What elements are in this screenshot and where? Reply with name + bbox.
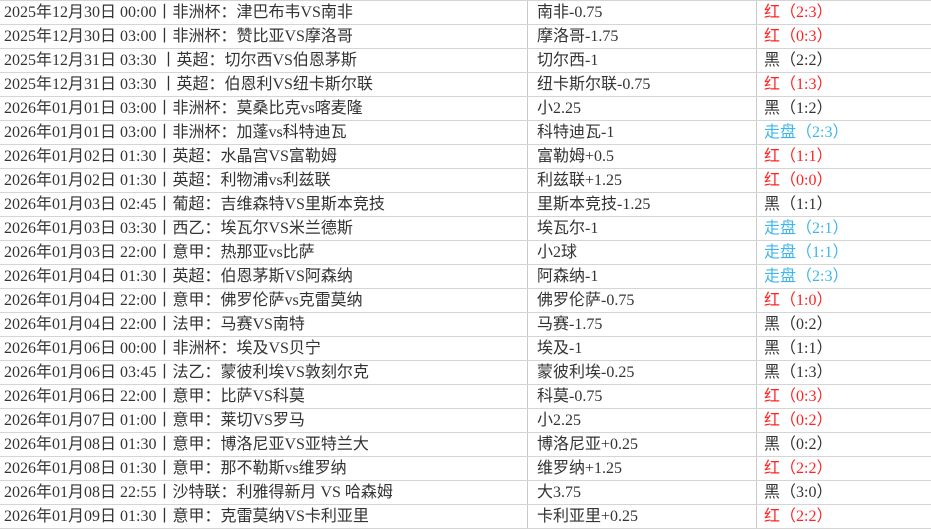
match-info-cell: 2026年01月01日 03:00丨非洲杯：莫桑比克vs喀麦隆 [0, 97, 528, 120]
result-cell: 黑（0:2） [764, 316, 833, 333]
match-info-cell: 2026年01月04日 01:30丨英超：伯恩茅斯VS阿森纳 [0, 265, 528, 288]
match-info-cell: 2026年01月09日 01:30丨意甲：克雷莫纳VS卡利亚里 [0, 505, 528, 528]
result-cell: 黑（1:1） [764, 196, 833, 213]
result-cell: 走盘（2:3） [764, 124, 849, 141]
table-row: 2026年01月06日 03:45丨法乙：蒙彼利埃VS敦刻尔克 蒙彼利埃-0.2… [0, 361, 931, 385]
handicap-cell: 小2.25 [528, 409, 757, 432]
match-info-cell: 2026年01月02日 01:30丨英超：利物浦vs利兹联 [0, 169, 528, 192]
table-row: 2026年01月06日 22:00丨意甲：比萨VS科莫 科莫-0.75 红（0:… [0, 385, 931, 409]
match-info-cell: 2026年01月08日 01:30丨意甲：那不勒斯vs维罗纳 [0, 457, 528, 480]
handicap-cell: 卡利亚里+0.25 [528, 505, 757, 528]
table-row: 2026年01月04日 22:00丨法甲：马赛VS南特 马赛-1.75 黑（0:… [0, 313, 931, 337]
match-info-cell: 2025年12月30日 03:00丨非洲杯：赞比亚VS摩洛哥 [0, 25, 528, 48]
handicap-cell: 利兹联+1.25 [528, 169, 757, 192]
handicap-cell: 科莫-0.75 [528, 385, 757, 408]
table-row: 2026年01月03日 03:30丨西乙：埃瓦尔VS米兰德斯 埃瓦尔-1 走盘（… [0, 217, 931, 241]
handicap-cell: 摩洛哥-1.75 [528, 25, 757, 48]
match-info-cell: 2026年01月04日 22:00丨法甲：马赛VS南特 [0, 313, 528, 336]
table-row: 2025年12月30日 03:00丨非洲杯：赞比亚VS摩洛哥 摩洛哥-1.75 … [0, 25, 931, 49]
table-row: 2026年01月02日 01:30丨英超：利物浦vs利兹联 利兹联+1.25 红… [0, 169, 931, 193]
match-info-cell: 2026年01月06日 22:00丨意甲：比萨VS科莫 [0, 385, 528, 408]
handicap-cell: 埃瓦尔-1 [528, 217, 757, 240]
match-info-cell: 2026年01月07日 01:00丨意甲：莱切VS罗马 [0, 409, 528, 432]
result-cell: 红（0:3） [764, 388, 833, 405]
result-cell: 黑（0:2） [764, 436, 833, 453]
match-info-cell: 2026年01月04日 22:00丨意甲：佛罗伦萨vs克雷莫纳 [0, 289, 528, 312]
handicap-cell: 马赛-1.75 [528, 313, 757, 336]
table-row: 2025年12月31日 03:30 丨英超：伯恩利VS纽卡斯尔联 纽卡斯尔联-0… [0, 73, 931, 97]
result-cell: 走盘（2:1） [764, 220, 849, 237]
handicap-cell: 佛罗伦萨-0.75 [528, 289, 757, 312]
table-row: 2025年12月31日 03:30 丨英超：切尔西VS伯恩茅斯 切尔西-1 黑（… [0, 49, 931, 73]
match-info-cell: 2025年12月31日 03:30 丨英超：伯恩利VS纽卡斯尔联 [0, 73, 528, 96]
match-info-cell: 2026年01月01日 03:00丨非洲杯：加蓬vs科特迪瓦 [0, 121, 528, 144]
result-cell: 红（0:0） [764, 172, 833, 189]
table-row: 2026年01月03日 22:00丨意甲：热那亚vs比萨 小2球 走盘（1:1） [0, 241, 931, 265]
handicap-cell: 纽卡斯尔联-0.75 [528, 73, 757, 96]
match-info-cell: 2026年01月08日 22:55丨沙特联：利雅得新月 VS 哈森姆 [0, 481, 528, 504]
handicap-cell: 博洛尼亚+0.25 [528, 433, 757, 456]
table-row: 2025年12月30日 00:00丨非洲杯：津巴布韦VS南非 南非-0.75 红… [0, 1, 931, 25]
handicap-cell: 小2.25 [528, 97, 757, 120]
result-cell: 红（1:1） [764, 148, 833, 165]
result-cell: 黑（1:1） [764, 340, 833, 357]
handicap-cell: 维罗纳+1.25 [528, 457, 757, 480]
table-row: 2026年01月08日 01:30丨意甲：那不勒斯vs维罗纳 维罗纳+1.25 … [0, 457, 931, 481]
result-cell: 红（2:2） [764, 508, 833, 525]
table-row: 2026年01月01日 03:00丨非洲杯：加蓬vs科特迪瓦 科特迪瓦-1 走盘… [0, 121, 931, 145]
result-cell: 黑（2:2） [764, 52, 833, 69]
result-cell: 红（2:2） [764, 460, 833, 477]
table-row: 2026年01月04日 01:30丨英超：伯恩茅斯VS阿森纳 阿森纳-1 走盘（… [0, 265, 931, 289]
result-cell: 走盘（1:1） [764, 244, 849, 261]
handicap-cell: 埃及-1 [528, 337, 757, 360]
table-row: 2026年01月06日 00:00丨非洲杯：埃及VS贝宁 埃及-1 黑（1:1） [0, 337, 931, 361]
handicap-cell: 大3.75 [528, 481, 757, 504]
match-info-cell: 2026年01月06日 03:45丨法乙：蒙彼利埃VS敦刻尔克 [0, 361, 528, 384]
match-info-cell: 2025年12月30日 00:00丨非洲杯：津巴布韦VS南非 [0, 1, 528, 24]
table-row: 2026年01月08日 22:55丨沙特联：利雅得新月 VS 哈森姆 大3.75… [0, 481, 931, 505]
table-row: 2026年01月04日 22:00丨意甲：佛罗伦萨vs克雷莫纳 佛罗伦萨-0.7… [0, 289, 931, 313]
handicap-cell: 南非-0.75 [528, 1, 757, 24]
table-row: 2026年01月03日 02:45丨葡超：吉维森特VS里斯本竞技 里斯本竞技-1… [0, 193, 931, 217]
result-cell: 黑（1:3） [764, 364, 833, 381]
handicap-cell: 科特迪瓦-1 [528, 121, 757, 144]
match-info-cell: 2026年01月03日 22:00丨意甲：热那亚vs比萨 [0, 241, 528, 264]
table-row: 2026年01月07日 01:00丨意甲：莱切VS罗马 小2.25 红（0:2） [0, 409, 931, 433]
table-row: 2026年01月08日 01:30丨意甲：博洛尼亚VS亚特兰大 博洛尼亚+0.2… [0, 433, 931, 457]
handicap-cell: 小2球 [528, 241, 757, 264]
result-cell: 红（0:2） [764, 412, 833, 429]
result-cell: 红（1:0） [764, 292, 833, 309]
handicap-cell: 切尔西-1 [528, 49, 757, 72]
handicap-cell: 富勒姆+0.5 [528, 145, 757, 168]
match-info-cell: 2026年01月03日 02:45丨葡超：吉维森特VS里斯本竞技 [0, 193, 528, 216]
result-cell: 黑（3:0） [764, 484, 833, 501]
result-cell: 黑（1:2） [764, 100, 833, 117]
result-cell: 红（0:3） [764, 28, 833, 45]
handicap-cell: 蒙彼利埃-0.25 [528, 361, 757, 384]
match-info-cell: 2026年01月02日 01:30丨英超：水晶宫VS富勒姆 [0, 145, 528, 168]
result-cell: 走盘（2:3） [764, 268, 849, 285]
match-info-cell: 2025年12月31日 03:30 丨英超：切尔西VS伯恩茅斯 [0, 49, 528, 72]
handicap-cell: 阿森纳-1 [528, 265, 757, 288]
table-row: 2026年01月02日 01:30丨英超：水晶宫VS富勒姆 富勒姆+0.5 红（… [0, 145, 931, 169]
table-row: 2026年01月09日 01:30丨意甲：克雷莫纳VS卡利亚里 卡利亚里+0.2… [0, 505, 931, 529]
match-info-cell: 2026年01月08日 01:30丨意甲：博洛尼亚VS亚特兰大 [0, 433, 528, 456]
result-cell: 红（1:3） [764, 76, 833, 93]
handicap-cell: 里斯本竞技-1.25 [528, 193, 757, 216]
table-row: 2026年01月01日 03:00丨非洲杯：莫桑比克vs喀麦隆 小2.25 黑（… [0, 97, 931, 121]
match-info-cell: 2026年01月06日 00:00丨非洲杯：埃及VS贝宁 [0, 337, 528, 360]
match-info-cell: 2026年01月03日 03:30丨西乙：埃瓦尔VS米兰德斯 [0, 217, 528, 240]
result-cell: 红（2:3） [764, 4, 833, 21]
